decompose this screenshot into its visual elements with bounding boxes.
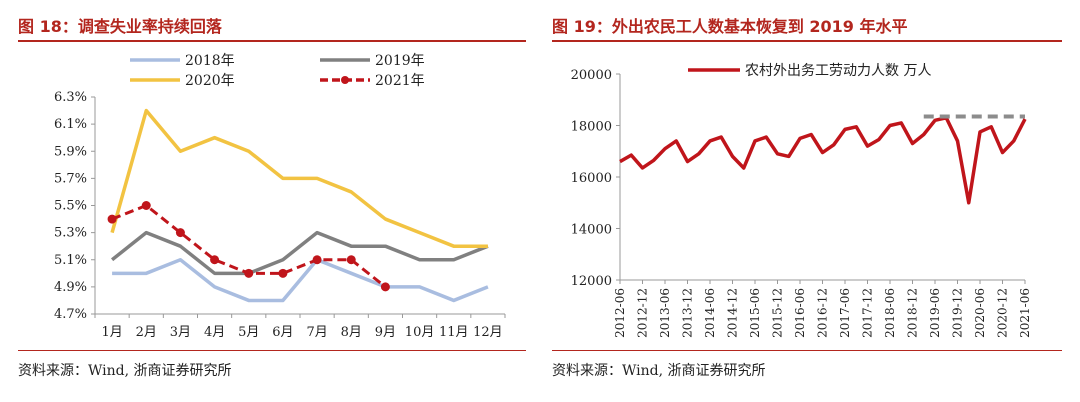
y-tick-label: 5.3%: [54, 226, 87, 241]
series-point-2021: [312, 255, 322, 265]
right-chart-title: 图 19：外出农民工人数基本恢复到 2019 年水平: [552, 17, 908, 36]
series-line-2018: [112, 258, 489, 303]
legend-label: 2018年: [185, 53, 235, 69]
x-tick-label: 2019-12: [951, 288, 965, 338]
series-point-2021: [107, 214, 117, 224]
y-tick-label: 5.1%: [54, 253, 87, 268]
left-chart: 4.7% 4.9% 5.1% 5.3% 5.5% 5.7% 5.9% 6.1% 6.3% 1月 2月…: [54, 53, 506, 340]
series-point-2021: [244, 268, 254, 278]
series-point-2021: [380, 282, 390, 292]
series-point-2021: [346, 255, 356, 265]
x-tick-label: 2018-12: [906, 288, 920, 338]
x-tick-label: 2017-12: [861, 288, 875, 338]
left-title-rule: [18, 40, 526, 42]
x-tick-label: 2014-06: [703, 288, 717, 338]
x-tick-label: 2013-12: [681, 288, 695, 338]
x-tick-label: 2012-06: [613, 288, 627, 338]
x-tick-label: 11月: [439, 325, 469, 340]
y-tick-label: 12000: [571, 274, 612, 289]
series-line-2020: [110, 108, 488, 248]
x-tick-label: 2012-12: [636, 288, 650, 338]
x-tick-label: 3月: [170, 325, 191, 340]
legend-marker-2021: [341, 76, 349, 84]
y-tick-label: 5.7%: [54, 171, 87, 186]
x-tick-label: 2016-06: [793, 288, 807, 338]
legend-label: 2021年: [375, 73, 425, 89]
x-tick-label: 8月: [341, 325, 362, 340]
x-tick-label: 2014-12: [726, 288, 740, 338]
x-tick-label: 2015-12: [771, 288, 785, 338]
x-tick-label: 2013-06: [658, 288, 672, 338]
x-tick-label: 2018-06: [883, 288, 897, 338]
legend-label: 2020年: [185, 73, 235, 89]
x-tick-label: 2020-06: [973, 288, 987, 338]
x-tick-label: 10月: [405, 325, 435, 340]
series-point-2021: [210, 255, 220, 265]
x-tick-label: 2021-06: [1018, 288, 1032, 338]
x-tick-label: 6月: [272, 325, 293, 340]
y-tick-label: 20000: [571, 68, 612, 83]
x-tick-label: 12月: [473, 325, 503, 340]
x-tick-label: 7月: [306, 325, 327, 340]
right-chart: 12000 14000 16000 18000 20000 2012-06 2012-12 2…: [571, 63, 1032, 338]
x-tick-label: 4月: [204, 325, 225, 340]
right-source-rule: [552, 350, 1062, 351]
y-tick-label: 5.5%: [54, 199, 87, 214]
y-tick-label: 4.9%: [54, 280, 87, 295]
left-source: 资料来源：Wind, 浙商证券研究所: [18, 363, 232, 379]
x-tick-label: 1月: [101, 325, 122, 340]
x-tick-label: 2019-06: [928, 288, 942, 338]
x-tick-label: 5月: [238, 325, 259, 340]
x-tick-label: 2月: [136, 325, 157, 340]
x-tick-label: 9月: [375, 325, 396, 340]
series-line-2019: [110, 230, 489, 276]
y-tick-label: 4.7%: [54, 307, 87, 322]
y-tick-label: 6.3%: [54, 90, 87, 105]
left-chart-title: 图 18：调查失业率持续回落: [18, 17, 222, 36]
y-tick-label: 18000: [571, 120, 612, 135]
y-tick-label: 6.1%: [54, 117, 87, 132]
series-point-2021: [278, 268, 288, 278]
legend-label: 2019年: [375, 53, 425, 69]
legend-label: 农村外出务工劳动力人数 万人: [745, 63, 931, 79]
y-tick-label: 16000: [571, 171, 612, 186]
x-tick-label: 2015-06: [748, 288, 762, 338]
series-line-migrant-workers: [619, 116, 1027, 205]
series-point-2021: [141, 201, 151, 210]
y-tick-label: 14000: [571, 223, 612, 238]
y-tick-label: 5.9%: [54, 144, 87, 159]
left-source-rule: [18, 350, 526, 351]
right-title-rule: [552, 40, 1062, 42]
series-point-2021: [175, 228, 185, 238]
x-tick-label: 2017-06: [838, 288, 852, 338]
right-source: 资料来源：Wind, 浙商证券研究所: [552, 363, 766, 379]
x-tick-label: 2016-12: [816, 288, 830, 338]
x-tick-label: 2020-12: [996, 288, 1010, 338]
